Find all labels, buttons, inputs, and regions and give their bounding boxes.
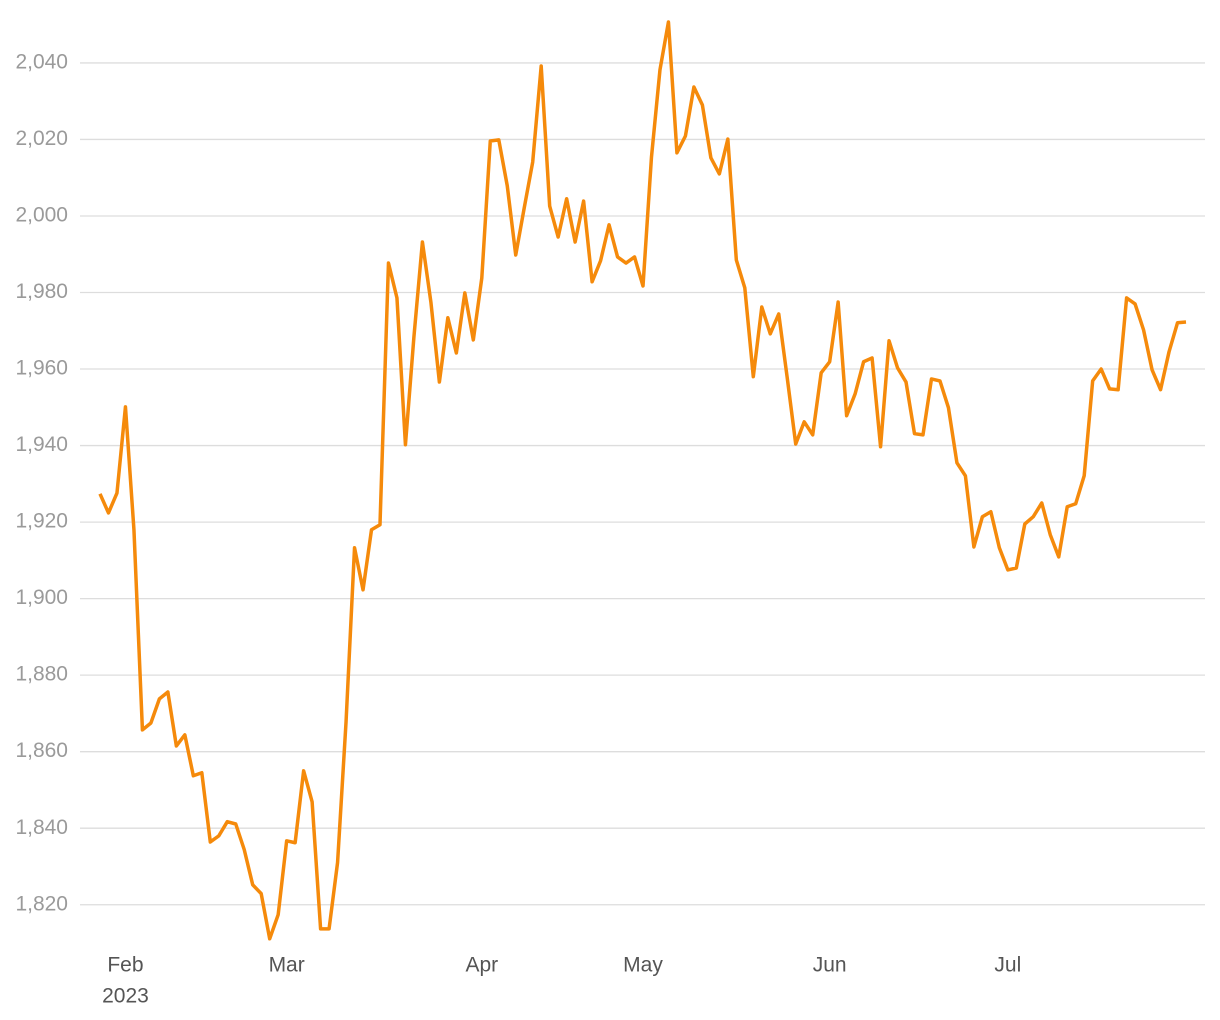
x-tick-label: May <box>623 954 663 977</box>
x-year-label: 2023 <box>102 985 149 1008</box>
x-tick-label: Jul <box>994 954 1021 977</box>
x-tick-label: Feb <box>107 954 143 977</box>
y-tick-label: 1,900 <box>15 586 68 609</box>
y-tick-label: 2,040 <box>15 50 68 73</box>
y-tick-label: 2,000 <box>15 204 68 227</box>
x-tick-label: Jun <box>813 954 847 977</box>
y-tick-label: 1,940 <box>15 433 68 456</box>
y-tick-label: 1,820 <box>15 892 68 915</box>
y-tick-label: 1,960 <box>15 357 68 380</box>
y-tick-label: 1,880 <box>15 663 68 686</box>
x-tick-label: Mar <box>269 954 305 977</box>
price-line <box>98 20 1187 941</box>
y-tick-label: 1,920 <box>15 510 68 533</box>
y-tick-label: 1,860 <box>15 739 68 762</box>
y-tick-label: 2,020 <box>15 127 68 150</box>
y-tick-label: 1,840 <box>15 816 68 839</box>
y-tick-label: 1,980 <box>15 280 68 303</box>
x-tick-label: Apr <box>465 954 498 977</box>
